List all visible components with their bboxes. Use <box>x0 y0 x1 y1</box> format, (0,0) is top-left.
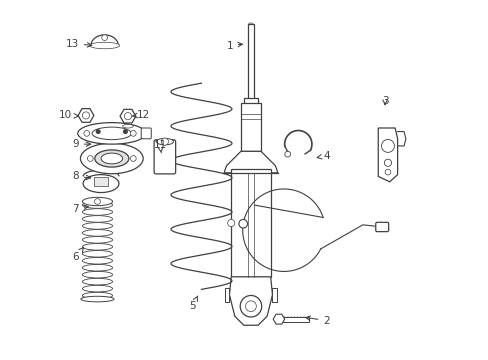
Ellipse shape <box>82 237 112 243</box>
Ellipse shape <box>82 285 112 292</box>
Text: 10: 10 <box>59 111 79 121</box>
Ellipse shape <box>82 243 112 250</box>
Ellipse shape <box>82 222 112 229</box>
Text: 5: 5 <box>189 296 197 311</box>
FancyBboxPatch shape <box>94 177 108 186</box>
FancyBboxPatch shape <box>141 128 151 139</box>
Text: 13: 13 <box>65 39 92 49</box>
Text: 9: 9 <box>72 139 90 149</box>
FancyBboxPatch shape <box>241 103 261 151</box>
Text: 8: 8 <box>72 171 90 181</box>
Circle shape <box>94 199 100 204</box>
Polygon shape <box>378 128 397 182</box>
Ellipse shape <box>82 251 112 257</box>
Circle shape <box>123 130 127 134</box>
Circle shape <box>124 113 131 120</box>
Circle shape <box>284 151 290 157</box>
Ellipse shape <box>82 197 112 206</box>
Circle shape <box>130 156 136 161</box>
Ellipse shape <box>80 143 143 174</box>
Text: 1: 1 <box>226 41 242 50</box>
Text: 4: 4 <box>317 150 329 161</box>
Text: 2: 2 <box>305 316 329 325</box>
Circle shape <box>384 159 391 166</box>
Ellipse shape <box>122 125 133 128</box>
Ellipse shape <box>82 264 112 271</box>
Text: 3: 3 <box>381 96 387 106</box>
Circle shape <box>83 131 89 136</box>
Text: 11: 11 <box>153 140 166 153</box>
FancyBboxPatch shape <box>272 288 276 302</box>
Circle shape <box>96 130 100 134</box>
FancyBboxPatch shape <box>154 140 175 174</box>
Ellipse shape <box>92 127 131 140</box>
Ellipse shape <box>78 123 145 144</box>
Ellipse shape <box>156 138 173 145</box>
Ellipse shape <box>82 216 112 222</box>
Ellipse shape <box>248 23 253 25</box>
Ellipse shape <box>82 257 112 264</box>
Ellipse shape <box>89 42 120 49</box>
Ellipse shape <box>248 40 253 42</box>
Circle shape <box>245 301 256 312</box>
Ellipse shape <box>248 36 253 38</box>
Text: 6: 6 <box>72 247 83 262</box>
Circle shape <box>381 139 394 152</box>
Text: 7: 7 <box>72 204 88 214</box>
Circle shape <box>384 169 390 175</box>
Ellipse shape <box>82 209 112 215</box>
Ellipse shape <box>82 292 112 299</box>
Polygon shape <box>229 277 272 325</box>
Ellipse shape <box>82 202 112 208</box>
Circle shape <box>82 112 89 119</box>
FancyBboxPatch shape <box>224 288 229 302</box>
FancyBboxPatch shape <box>375 222 388 231</box>
Ellipse shape <box>101 153 122 164</box>
Circle shape <box>87 156 93 161</box>
Circle shape <box>239 220 247 228</box>
FancyBboxPatch shape <box>244 98 258 105</box>
Ellipse shape <box>82 278 112 285</box>
Circle shape <box>130 131 136 136</box>
Polygon shape <box>224 151 277 173</box>
FancyBboxPatch shape <box>283 317 308 321</box>
Circle shape <box>102 35 107 41</box>
Ellipse shape <box>95 150 128 167</box>
Text: 12: 12 <box>132 110 150 120</box>
Polygon shape <box>91 35 118 45</box>
Ellipse shape <box>82 271 112 278</box>
Circle shape <box>227 220 234 226</box>
Ellipse shape <box>248 32 253 34</box>
Ellipse shape <box>248 27 253 30</box>
Ellipse shape <box>82 230 112 236</box>
Circle shape <box>240 296 261 317</box>
FancyBboxPatch shape <box>247 24 253 101</box>
Ellipse shape <box>83 175 119 193</box>
FancyBboxPatch shape <box>231 169 270 277</box>
Ellipse shape <box>81 296 114 302</box>
Circle shape <box>161 138 168 145</box>
